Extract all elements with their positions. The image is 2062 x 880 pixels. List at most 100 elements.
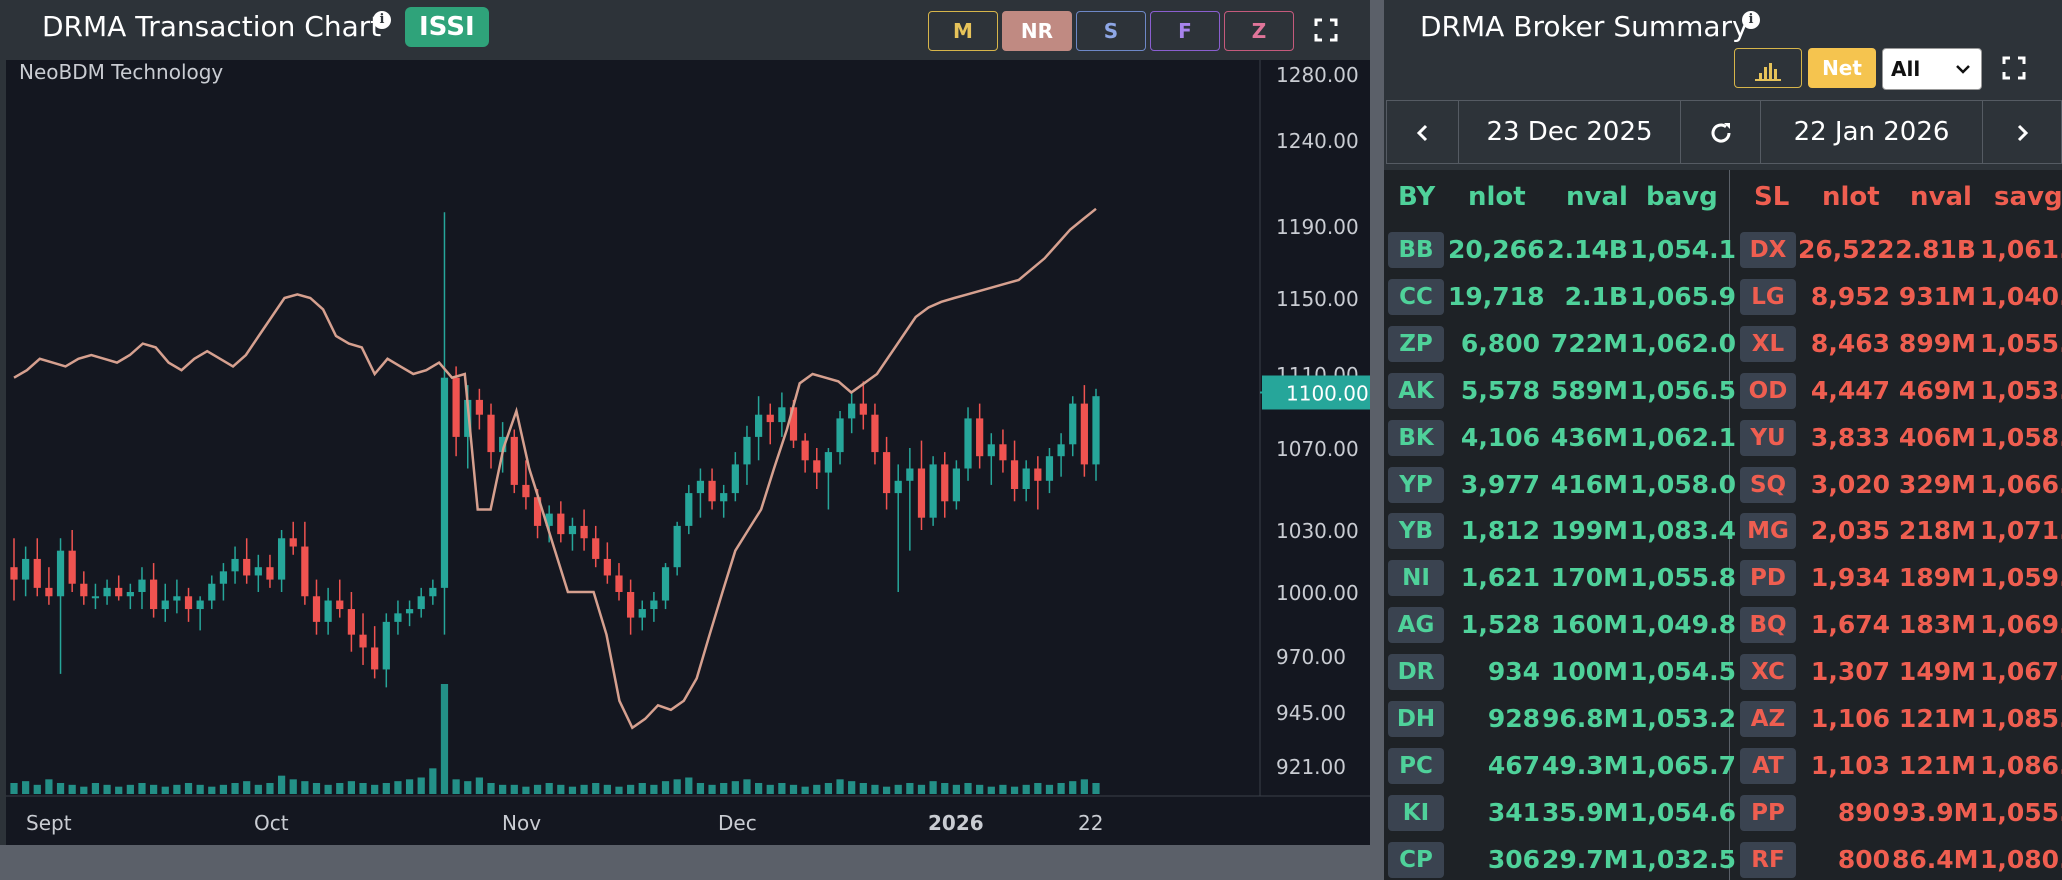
candle-body [429,587,437,597]
buyer-code[interactable]: AK [1388,372,1444,409]
buy-nval: 160M [1550,610,1628,640]
seller-code[interactable]: AT [1740,747,1796,784]
f-button[interactable]: F [1150,11,1220,51]
volume-bar [161,786,169,794]
sell-avg: 1,069. [1980,610,2062,640]
table-row[interactable]: PC 467 49.3M 1,065.7 AT 1,103 121M 1,086. [1384,744,2062,791]
candle-body [987,444,995,457]
volume-bar [789,784,798,794]
header-savg[interactable]: savg [1994,182,2062,212]
s-button[interactable]: S [1076,11,1146,51]
seller-code[interactable]: YU [1740,419,1796,456]
buyer-code[interactable]: CC [1388,278,1444,315]
volume-bar [824,783,833,794]
info-icon[interactable]: i [1742,11,1760,29]
header-snlot[interactable]: nlot [1822,182,1880,212]
volume-bar [522,786,530,794]
buyer-code[interactable]: CP [1388,841,1444,878]
start-date[interactable]: 23 Dec 2025 [1459,101,1681,163]
volume-bar [1045,784,1054,794]
z-button[interactable]: Z [1224,11,1294,51]
header-by[interactable]: BY [1398,182,1436,212]
chevron-down-icon [1956,65,1970,74]
m-button[interactable]: M [928,11,998,51]
table-row[interactable]: CP 306 29.7M 1,032.5 RF 800 86.4M 1,080. [1384,838,2062,880]
buyer-code[interactable]: NI [1388,560,1444,597]
volume-bar [184,783,193,794]
candle-body [452,377,460,437]
buyer-code[interactable]: YP [1388,466,1444,503]
table-row[interactable]: YB 1,812 199M 1,083.4 MG 2,035 218M 1,071. [1384,509,2062,556]
broker-filter-select[interactable]: All [1882,48,1982,90]
net-button[interactable]: Net [1808,48,1876,88]
table-row[interactable]: DH 928 96.8M 1,053.2 AZ 1,106 121M 1,085. [1384,697,2062,744]
sell-nlot: 1,106 [1810,704,1890,733]
info-icon[interactable]: i [373,11,391,29]
seller-code[interactable]: PP [1740,794,1796,831]
candle-body [243,558,251,576]
table-row[interactable]: ZP 6,800 722M 1,062.0 XL 8,463 899M 1,055. [1384,322,2062,369]
candle-body [1010,460,1019,489]
refresh-button[interactable] [1681,101,1761,163]
buy-nlot: 341 [1487,797,1540,827]
prev-date-button[interactable] [1387,101,1459,163]
candle-body [882,452,891,494]
buyer-code[interactable]: YB [1388,513,1444,550]
buyer-code[interactable]: DH [1388,701,1444,737]
buy-nval: 436M [1550,422,1628,452]
buyer-code[interactable]: KI [1388,794,1444,831]
candle-body [475,399,483,415]
buy-avg: 1,053.2 [1630,704,1736,733]
nr-button[interactable]: NR [1002,11,1072,51]
seller-code[interactable]: PD [1740,560,1796,597]
candlestick-chart-svg[interactable]: 1280.001240.001190.001150.001110.001070.… [6,60,1370,845]
header-bavg[interactable]: bavg [1646,182,1718,212]
chart-toggle-button[interactable] [1734,48,1802,88]
table-row[interactable]: KI 341 35.9M 1,054.6 PP 890 93.9M 1,055. [1384,791,2062,838]
candle-body [336,600,344,610]
issi-badge[interactable]: ISSI [405,7,489,47]
table-row[interactable]: AG 1,528 160M 1,049.8 BQ 1,674 183M 1,069. [1384,603,2062,650]
table-row[interactable]: DR 934 100M 1,054.5 XC 1,307 149M 1,067. [1384,650,2062,697]
buyer-code[interactable]: ZP [1388,325,1444,362]
seller-code[interactable]: DX [1740,232,1796,268]
header-bnval[interactable]: nval [1566,182,1628,212]
header-bnlot[interactable]: nlot [1468,182,1526,212]
table-row[interactable]: BK 4,106 436M 1,062.1 YU 3,833 406M 1,058. [1384,416,2062,463]
fullscreen-icon[interactable] [2002,56,2026,80]
buyer-code[interactable]: BB [1388,232,1444,268]
buyer-code[interactable]: DR [1388,654,1444,691]
buyer-code[interactable]: BK [1388,419,1444,456]
header-snval[interactable]: nval [1910,182,1972,212]
volume-bar [557,784,565,794]
header-sl[interactable]: SL [1754,182,1790,212]
seller-code[interactable]: LG [1740,278,1796,315]
seller-code[interactable]: XL [1740,325,1796,362]
broker-summary-panel: DRMA Broker Summary i Net All 23 Dec 202… [1384,0,2062,880]
seller-code[interactable]: XC [1740,654,1796,691]
chevron-left-icon [1416,124,1427,141]
table-row[interactable]: NI 1,621 170M 1,055.8 PD 1,934 189M 1,059. [1384,556,2062,603]
fullscreen-icon[interactable] [1314,18,1338,42]
table-row[interactable]: BB 20,266 2.14B 1,054.1 DX 26,522 2.81B 1,061. [1384,228,2062,275]
seller-code[interactable]: SQ [1740,466,1796,503]
volume-bar [464,781,472,794]
table-row[interactable]: CC 19,718 2.1B 1,065.9 LG 8,952 931M 1,040. [1384,275,2062,322]
volume-bar [405,779,414,794]
buy-avg: 1,032.5 [1630,844,1736,874]
seller-code[interactable]: RF [1740,841,1796,878]
seller-code[interactable]: AZ [1740,701,1796,737]
transaction-chart[interactable]: 1280.00 1240.00 1190.00 1150.00 1110.00 1070.… [6,60,1370,845]
buyer-code[interactable]: AG [1388,607,1444,644]
volume-bar [510,784,518,794]
seller-code[interactable]: BQ [1740,607,1796,644]
table-row[interactable]: YP 3,977 416M 1,058.0 SQ 3,020 329M 1,066. [1384,463,2062,510]
end-date[interactable]: 22 Jan 2026 [1761,101,1983,163]
volume-bar [568,786,577,794]
buyer-code[interactable]: PC [1388,747,1444,784]
seller-code[interactable]: OD [1740,372,1796,409]
next-date-button[interactable] [1983,101,2061,163]
sell-nval: 931M [1898,281,1976,311]
seller-code[interactable]: MG [1740,513,1796,550]
table-row[interactable]: AK 5,578 589M 1,056.5 OD 4,447 469M 1,053. [1384,369,2062,416]
